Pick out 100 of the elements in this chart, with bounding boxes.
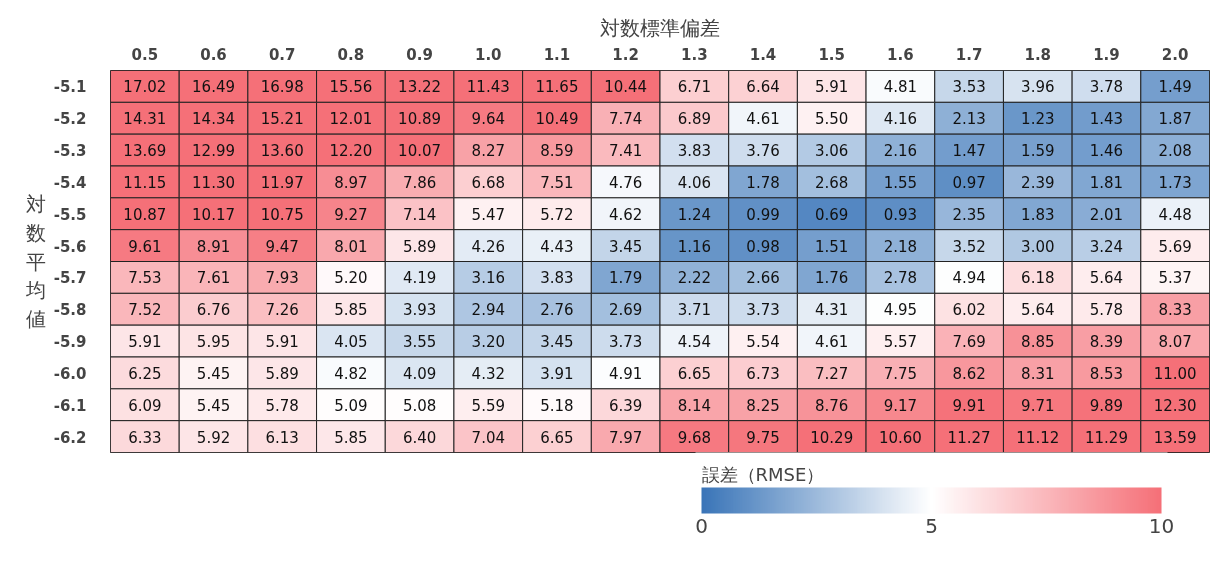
data-label: 5.91 xyxy=(265,333,299,352)
data-label: 12.99 xyxy=(192,142,236,161)
data-label: 5.45 xyxy=(196,364,231,383)
data-label: 2.35 xyxy=(952,205,986,224)
color-bar-title: 誤差（RMSE） xyxy=(701,463,825,485)
data-label: 10.75 xyxy=(260,205,304,224)
data-label: 3.83 xyxy=(540,269,574,288)
data-label: 2.01 xyxy=(1089,205,1124,224)
data-label: 2.13 xyxy=(952,110,986,129)
data-label: 11.27 xyxy=(947,428,991,447)
data-label: 6.76 xyxy=(196,301,231,320)
data-label: 3.00 xyxy=(1021,237,1055,256)
x-tick-label: 1.0 xyxy=(475,45,502,64)
y-tick-label: -5.2 xyxy=(53,110,87,129)
data-label: 4.91 xyxy=(608,364,643,383)
data-label: 14.34 xyxy=(192,110,236,129)
data-label: 5.78 xyxy=(265,396,299,415)
data-label: 8.25 xyxy=(746,396,780,415)
data-label: 0.93 xyxy=(883,205,918,224)
data-label: 12.30 xyxy=(1153,396,1197,415)
data-label: 7.75 xyxy=(883,364,918,383)
data-label: 6.39 xyxy=(608,396,643,415)
y-tick-label: -6.0 xyxy=(53,364,87,383)
x-tick-label: 1.4 xyxy=(749,45,777,64)
data-label: 6.18 xyxy=(1021,269,1055,288)
data-label: 4.61 xyxy=(815,333,849,352)
data-label: 6.33 xyxy=(128,428,162,447)
data-label: 11.29 xyxy=(1085,428,1128,447)
data-label: 5.59 xyxy=(471,396,505,415)
data-label: 7.41 xyxy=(608,142,643,161)
data-label: 8.39 xyxy=(1089,333,1124,352)
data-label: 12.20 xyxy=(329,142,373,161)
data-label: 2.66 xyxy=(746,269,780,288)
data-label: 3.53 xyxy=(952,78,986,97)
data-label: 10.60 xyxy=(878,428,922,447)
data-label: 5.20 xyxy=(334,269,368,288)
data-label: 3.71 xyxy=(677,301,712,320)
data-label: 2.94 xyxy=(471,301,505,320)
data-label: 6.65 xyxy=(540,428,574,447)
data-label: 5.78 xyxy=(1089,301,1124,320)
data-label: 17.02 xyxy=(123,78,167,97)
data-label: 9.17 xyxy=(883,396,918,415)
data-label: 13.22 xyxy=(398,78,442,97)
data-label: 1.51 xyxy=(815,237,849,256)
data-label: 7.93 xyxy=(265,269,299,288)
x-tick-label: 0.6 xyxy=(200,45,227,64)
data-label: 5.57 xyxy=(883,333,918,352)
data-label: 7.52 xyxy=(128,301,162,320)
data-label: 6.09 xyxy=(128,396,162,415)
data-label: 4.82 xyxy=(334,364,368,383)
data-label: 2.68 xyxy=(815,173,849,192)
data-label: 3.93 xyxy=(402,301,437,320)
x-tick-label: 2.0 xyxy=(1161,45,1189,64)
data-label: 10.89 xyxy=(398,110,442,129)
data-label: 5.95 xyxy=(196,333,231,352)
data-label: 9.27 xyxy=(334,205,368,224)
data-label: 9.75 xyxy=(746,428,780,447)
data-label: 7.27 xyxy=(815,364,849,383)
data-label: 7.14 xyxy=(402,205,437,224)
data-label: 3.06 xyxy=(815,142,849,161)
x-tick-label: 0.7 xyxy=(268,45,296,64)
x-tick-label: 0.8 xyxy=(337,45,365,64)
x-tick-label: 1.6 xyxy=(887,45,914,64)
data-label: 1.23 xyxy=(1021,110,1055,129)
data-label: 9.47 xyxy=(265,237,299,256)
data-label: 15.21 xyxy=(260,110,304,129)
color-bar-label: 0 xyxy=(695,513,708,538)
data-label: 2.76 xyxy=(540,301,574,320)
x-tick-label: 1.1 xyxy=(543,45,571,64)
data-label: 3.45 xyxy=(540,333,574,352)
y-tick-label: -5.9 xyxy=(53,333,87,352)
data-label: 6.02 xyxy=(952,301,986,320)
data-label: 8.33 xyxy=(1158,301,1192,320)
y-axis-title: 対数平均値 xyxy=(24,191,46,332)
data-label: 2.69 xyxy=(608,301,643,320)
data-label: 8.01 xyxy=(334,237,368,256)
x-tick-label: 1.8 xyxy=(1024,45,1052,64)
data-label: 0.98 xyxy=(746,237,780,256)
data-label: 1.43 xyxy=(1089,110,1124,129)
data-label: 11.65 xyxy=(535,78,579,97)
data-label: 10.87 xyxy=(123,205,167,224)
data-label: 8.27 xyxy=(471,142,505,161)
data-label: 14.31 xyxy=(123,110,167,129)
data-label: 4.09 xyxy=(402,364,437,383)
data-label: 5.72 xyxy=(540,205,574,224)
data-label: 1.47 xyxy=(952,142,986,161)
data-label: 6.68 xyxy=(471,173,505,192)
data-label: 4.76 xyxy=(608,173,643,192)
data-label: 5.50 xyxy=(815,110,849,129)
data-label: 4.32 xyxy=(471,364,505,383)
data-label: 8.14 xyxy=(677,396,712,415)
data-label: 4.43 xyxy=(540,237,574,256)
data-label: 5.45 xyxy=(196,396,231,415)
y-tick-label: -5.1 xyxy=(53,78,87,97)
data-label: 2.39 xyxy=(1021,173,1055,192)
data-label: 8.59 xyxy=(540,142,574,161)
data-label: 6.89 xyxy=(677,110,712,129)
data-label: 6.13 xyxy=(265,428,299,447)
x-tick-label: 1.2 xyxy=(612,45,639,64)
data-label: 5.54 xyxy=(746,333,780,352)
